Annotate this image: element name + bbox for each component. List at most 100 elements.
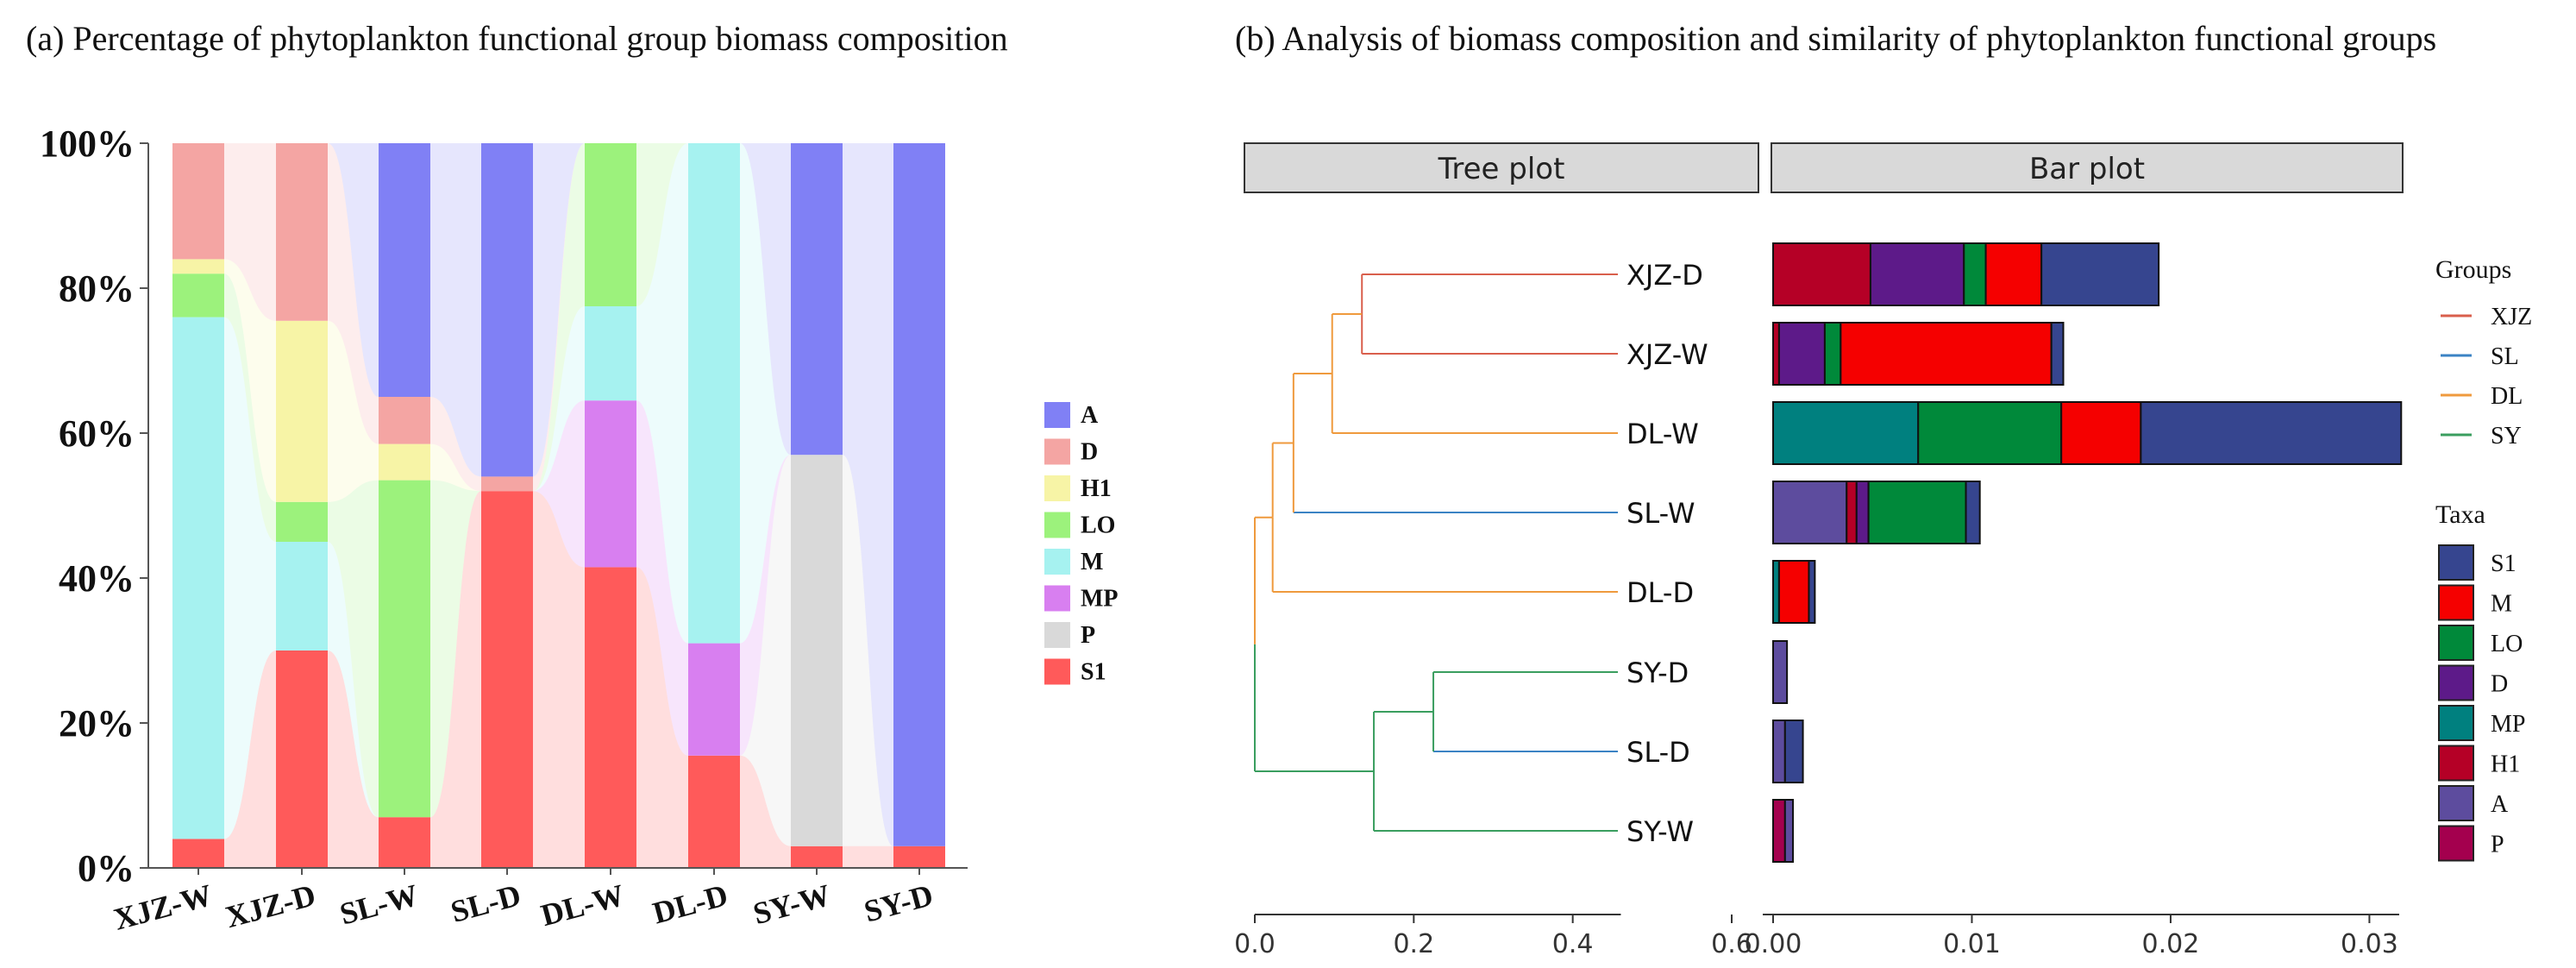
tree-plot-strip-label: Tree plot [1438, 152, 1565, 186]
x-tick-label-sl-w: SL-W [336, 877, 422, 931]
legend-swatch-s1 [1044, 658, 1070, 685]
bar-xjz-w-h1 [172, 259, 224, 274]
bar-plot-strip-label: Bar plot [2029, 152, 2145, 186]
flow-h1-sl-w [430, 443, 481, 492]
flow-s1-dl-w [636, 567, 688, 868]
bar-xjz-w-m [172, 317, 224, 839]
bar-xjz-w-d [1777, 322, 1826, 386]
groups-legend-label-xjz: XJZ [2491, 304, 2532, 330]
legend-label-h1: H1 [1081, 475, 1112, 502]
panel-b-bars [1772, 242, 2403, 863]
taxa-legend-swatch-p [2438, 825, 2474, 862]
bar-xjz-d-lo [276, 501, 328, 542]
bar-xjz-d-s1 [2040, 242, 2160, 306]
bar-sl-w-s1 [379, 817, 430, 868]
flow-mp-dl-d [740, 455, 791, 756]
bar-xjz-d-m [1984, 242, 2043, 306]
bar-xjz-d-m [276, 542, 328, 651]
bar-dl-d-m [688, 143, 740, 644]
flow-p-dl-d [740, 455, 791, 846]
flow-d-xjz-d [328, 143, 379, 444]
legend-swatch-p [1044, 622, 1070, 648]
taxa-legend-swatch-mp [2438, 705, 2474, 741]
groups-legend-title: Groups [2435, 255, 2511, 284]
bar-dl-w-mp [585, 400, 636, 568]
bar-sl-w-h1 [1846, 481, 1858, 544]
bar-sl-w-a [379, 143, 430, 397]
bar-x-tick-label-1: 0.01 [1943, 929, 2001, 959]
bar-sy-d-a [1772, 640, 1789, 704]
bar-sy-w-a [1783, 799, 1795, 863]
legend-label-s1: S1 [1081, 659, 1106, 686]
bar-xjz-d-h1 [1772, 242, 1871, 306]
panel-b-axes: 0.0 0.2 0.4 0.60.00 0.01 0.02 0.03 [1234, 914, 2399, 959]
flow-s1-xjz-d [328, 651, 379, 868]
flow-h1-xjz-w [224, 259, 276, 502]
panel-a-bars [172, 143, 945, 868]
tree-plot-strip [1244, 142, 1759, 193]
x-tick-label-sy-w: SY-W [749, 877, 834, 931]
bar-xjz-d-d [276, 143, 328, 321]
flow-s1-dl-d [740, 755, 791, 868]
taxa-legend-swatch-m [2438, 584, 2474, 621]
flow-lo-sl-w [430, 480, 481, 818]
bar-x-tick-label-3: 0.03 [2341, 929, 2398, 959]
taxa-legend-label-lo: LO [2491, 631, 2523, 657]
legend-swatch-mp [1044, 585, 1070, 612]
flow-a-dl-d [740, 143, 791, 456]
legend-label-lo: LO [1081, 512, 1115, 539]
bar-dl-w-s1 [585, 567, 636, 868]
tree-leaf-label-sy-w: SY-W [1626, 815, 1694, 848]
flow-mp-sl-d [533, 400, 585, 568]
y-tick-label-1: 20% [59, 702, 135, 745]
bar-dl-d-mp [688, 643, 740, 756]
flow-d-sl-w [430, 397, 481, 492]
bar-xjz-w-lo [1823, 322, 1842, 386]
bar-xjz-w-h1 [1772, 322, 1780, 386]
flow-s1-sl-w [430, 491, 481, 868]
y-tick-label-2: 40% [59, 557, 135, 600]
taxa-legend-swatch-lo [2438, 625, 2474, 661]
bar-xjz-d-d [1869, 242, 1965, 306]
bar-dl-d-m [1777, 560, 1810, 624]
bar-sy-w-p [791, 455, 843, 846]
tree-x-tick-label-2: 0.4 [1552, 929, 1594, 959]
flow-mp-dl-w [636, 400, 688, 756]
panel-a-title: (a) Percentage of phytoplankton function… [26, 19, 1008, 58]
bar-sl-w-d [379, 397, 430, 444]
flow-a-sl-d [533, 143, 585, 477]
flow-m-xjz-w [224, 317, 276, 839]
taxa-legend-label-s1: S1 [2491, 550, 2516, 577]
bar-sl-d-d [481, 476, 533, 492]
flow-a-sy-w [843, 143, 893, 846]
flow-s1-sl-d [533, 491, 585, 868]
flow-a-xjz-d [328, 143, 379, 397]
bar-sy-w-s1 [791, 845, 843, 868]
groups-legend-label-sl: SL [2491, 343, 2519, 370]
bar-dl-w-m [2060, 401, 2142, 465]
tree-x-tick-label-0: 0.0 [1234, 929, 1275, 959]
bar-dl-w-lo [585, 143, 636, 306]
bar-xjz-w-lo [172, 273, 224, 317]
tree-leaf-label-sy-d: SY-D [1626, 657, 1689, 689]
flow-m-sl-d [533, 306, 585, 492]
bar-xjz-d-h1 [276, 320, 328, 502]
bar-plot-strip [1771, 142, 2404, 193]
bar-xjz-w-s1 [172, 839, 224, 868]
panel-a-flows [224, 143, 893, 868]
flow-m-xjz-d [328, 542, 379, 818]
taxa-legend-title: Taxa [2435, 500, 2485, 529]
bar-xjz-d-s1 [276, 651, 328, 868]
legend-label-a: A [1081, 402, 1099, 429]
flow-p-sy-w [843, 455, 893, 846]
flow-s1-sy-w [843, 845, 893, 868]
flow-m-dl-d [740, 143, 791, 644]
bar-sy-w-a [791, 143, 843, 456]
bar-sl-w-lo [1867, 481, 1967, 544]
bar-sy-d-a [893, 143, 945, 846]
y-tick-label-5: 100% [40, 123, 135, 165]
legend-label-d: D [1081, 439, 1098, 466]
bar-sl-w-a [1772, 481, 1848, 544]
panel-b-tree: XJZ-D XJZ-W DL-W SL-W DL-D SY-D SL-D SY-W [1254, 259, 1708, 848]
